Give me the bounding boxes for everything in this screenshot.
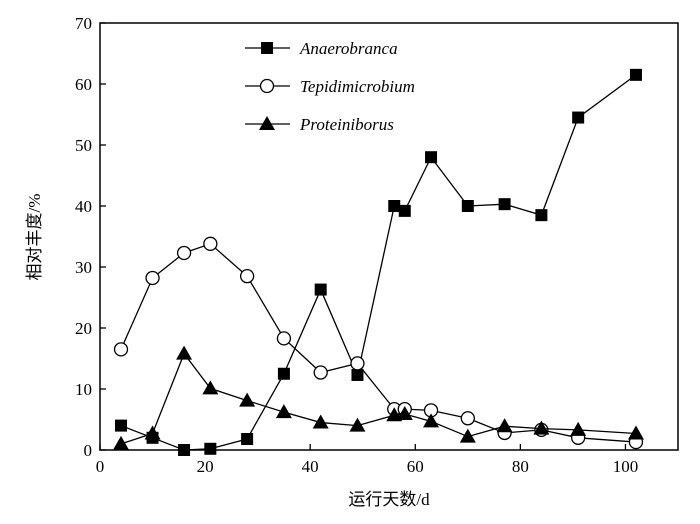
data-point <box>204 442 217 455</box>
data-point <box>178 444 191 456</box>
series-tepidimicrobium <box>113 236 644 450</box>
x-tick-label: 60 <box>407 457 424 476</box>
x-tick-label: 100 <box>613 457 639 476</box>
y-axis-label: 相对丰度/% <box>25 194 44 281</box>
y-tick-label: 70 <box>75 14 92 33</box>
data-point <box>115 419 128 432</box>
data-point <box>276 331 292 346</box>
data-point <box>533 420 550 435</box>
data-point <box>498 198 511 211</box>
data-point <box>398 204 411 217</box>
data-point <box>203 236 218 251</box>
y-tick-label: 30 <box>75 258 92 277</box>
data-point <box>570 421 587 436</box>
legend-label: Tepidimicrobium <box>300 77 415 96</box>
data-point <box>275 404 292 419</box>
data-point <box>535 209 548 222</box>
x-tick-label: 40 <box>302 457 319 476</box>
series-line <box>120 74 637 451</box>
y-tick-label: 0 <box>84 441 93 460</box>
y-tick-label: 10 <box>75 380 92 399</box>
data-point <box>349 417 366 432</box>
data-point <box>627 425 644 440</box>
data-point <box>312 414 329 429</box>
legend-marker <box>259 78 275 94</box>
data-point <box>144 425 161 440</box>
data-point <box>460 411 475 426</box>
data-point <box>277 367 290 380</box>
data-point <box>145 270 160 286</box>
series-line <box>120 243 637 443</box>
data-point <box>461 200 474 212</box>
series-line <box>120 352 637 445</box>
data-point <box>388 200 401 212</box>
data-point <box>459 428 476 443</box>
y-tick-label: 50 <box>75 136 92 155</box>
data-point <box>239 268 255 284</box>
data-point <box>314 283 327 296</box>
data-point <box>425 151 438 164</box>
plot-frame <box>99 22 679 451</box>
data-point <box>239 392 256 407</box>
data-point <box>423 413 440 428</box>
x-tick-label: 80 <box>512 457 529 476</box>
data-point <box>176 245 192 261</box>
data-point <box>396 406 413 421</box>
y-tick-label: 40 <box>75 197 92 216</box>
series-group <box>113 68 644 456</box>
data-point <box>176 345 193 360</box>
data-point <box>629 68 642 81</box>
data-point <box>496 418 513 433</box>
data-point <box>113 435 130 450</box>
series-proteiniborus <box>113 345 644 450</box>
legend: Anaerobranca Tepidimicrobium Proteiniborus <box>245 39 415 134</box>
legend-label: Proteiniborus <box>299 115 394 134</box>
axes: 0 20 40 60 80 100 0 10 20 30 40 50 60 70 <box>75 14 679 476</box>
data-point <box>572 111 585 124</box>
y-tick-label: 60 <box>75 75 92 94</box>
legend-label: Anaerobranca <box>299 39 398 58</box>
y-tick-label: 20 <box>75 319 92 338</box>
data-point <box>113 342 129 357</box>
legend-marker <box>261 42 273 54</box>
series-anaerobranca <box>115 68 642 456</box>
x-tick-label: 20 <box>197 457 214 476</box>
data-point <box>350 356 365 371</box>
legend-marker <box>259 116 275 130</box>
x-axis-label: 运行天数/d <box>348 490 430 509</box>
x-tick-label: 0 <box>96 457 105 476</box>
data-point <box>202 380 219 395</box>
data-point <box>313 365 328 380</box>
data-point <box>241 433 254 446</box>
data-point <box>351 368 364 381</box>
